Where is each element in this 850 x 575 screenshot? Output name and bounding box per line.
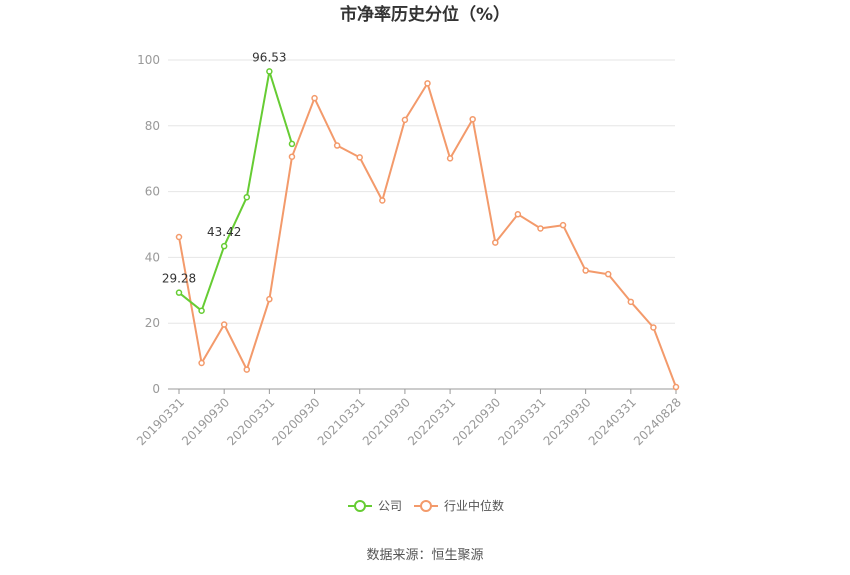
data-point[interactable] (469, 115, 476, 123)
legend[interactable]: 公司 行业中位数 (348, 498, 504, 513)
x-tick-label: 20230331 (495, 395, 548, 448)
x-tick-label: 20190930 (179, 395, 232, 448)
x-tick-label: 20200331 (224, 395, 277, 448)
data-point[interactable] (582, 267, 589, 274)
legend-marker (354, 500, 366, 512)
x-tick-label: 20200930 (270, 395, 323, 448)
grid-lines (168, 59, 675, 390)
source-note: 数据来源：恒生聚源 (366, 548, 483, 563)
data-point[interactable] (672, 383, 680, 391)
x-tick-label: 20240331 (586, 395, 639, 448)
data-point[interactable] (220, 321, 228, 328)
series-line-1 (178, 82, 677, 388)
data-labels: 29.28 43.42 96.53 (162, 50, 287, 285)
data-point[interactable] (537, 225, 544, 232)
data-point[interactable] (175, 289, 183, 296)
data-point[interactable] (401, 116, 409, 124)
data-point[interactable] (220, 242, 228, 250)
y-tick-label: 60 (145, 185, 160, 199)
data-label: 96.53 (252, 50, 286, 64)
x-tick-label: 20240828 (631, 395, 684, 448)
legend-label: 行业中位数 (444, 498, 504, 513)
data-point[interactable] (311, 94, 318, 102)
y-tick-label: 40 (145, 250, 160, 264)
data-point[interactable] (266, 295, 273, 303)
data-point[interactable] (266, 68, 273, 75)
y-tick-label: 100 (137, 53, 160, 67)
data-point[interactable] (198, 307, 205, 314)
x-tick-label: 20230930 (541, 395, 594, 448)
x-tick-label: 20210331 (315, 395, 368, 448)
x-tick-label: 20220930 (450, 395, 503, 448)
data-point[interactable] (175, 233, 183, 241)
data-point[interactable] (627, 298, 635, 306)
data-point[interactable] (446, 155, 454, 162)
x-tick-label: 20210930 (360, 395, 413, 448)
data-point[interactable] (243, 193, 251, 201)
data-label: 29.28 (162, 272, 196, 286)
y-tick-label: 80 (145, 119, 160, 133)
data-point[interactable] (333, 142, 341, 149)
data-point[interactable] (288, 153, 296, 160)
data-point[interactable] (288, 140, 296, 148)
y-tick-label: 20 (145, 316, 160, 330)
data-point[interactable] (559, 221, 567, 229)
series-line-0 (178, 70, 293, 312)
legend-item-1[interactable]: 行业中位数 (414, 498, 504, 513)
chart-title: 市净率历史分位（%） (340, 4, 510, 25)
x-tick-label: 20190331 (134, 395, 187, 448)
x-tick-label: 20220331 (405, 395, 458, 448)
data-point[interactable] (514, 211, 522, 218)
data-point[interactable] (424, 80, 431, 87)
legend-label: 公司 (378, 499, 402, 513)
data-point[interactable] (243, 366, 251, 373)
data-point[interactable] (650, 324, 657, 331)
data-label: 43.42 (207, 225, 241, 239)
legend-item-0[interactable]: 公司 (348, 499, 402, 513)
y-tick-label: 0 (152, 382, 160, 396)
series-lines (175, 68, 680, 391)
data-point[interactable] (356, 154, 363, 161)
data-point[interactable] (604, 270, 612, 278)
data-point[interactable] (492, 239, 499, 246)
data-point[interactable] (198, 359, 205, 367)
legend-marker (420, 500, 432, 512)
data-point[interactable] (379, 197, 386, 204)
